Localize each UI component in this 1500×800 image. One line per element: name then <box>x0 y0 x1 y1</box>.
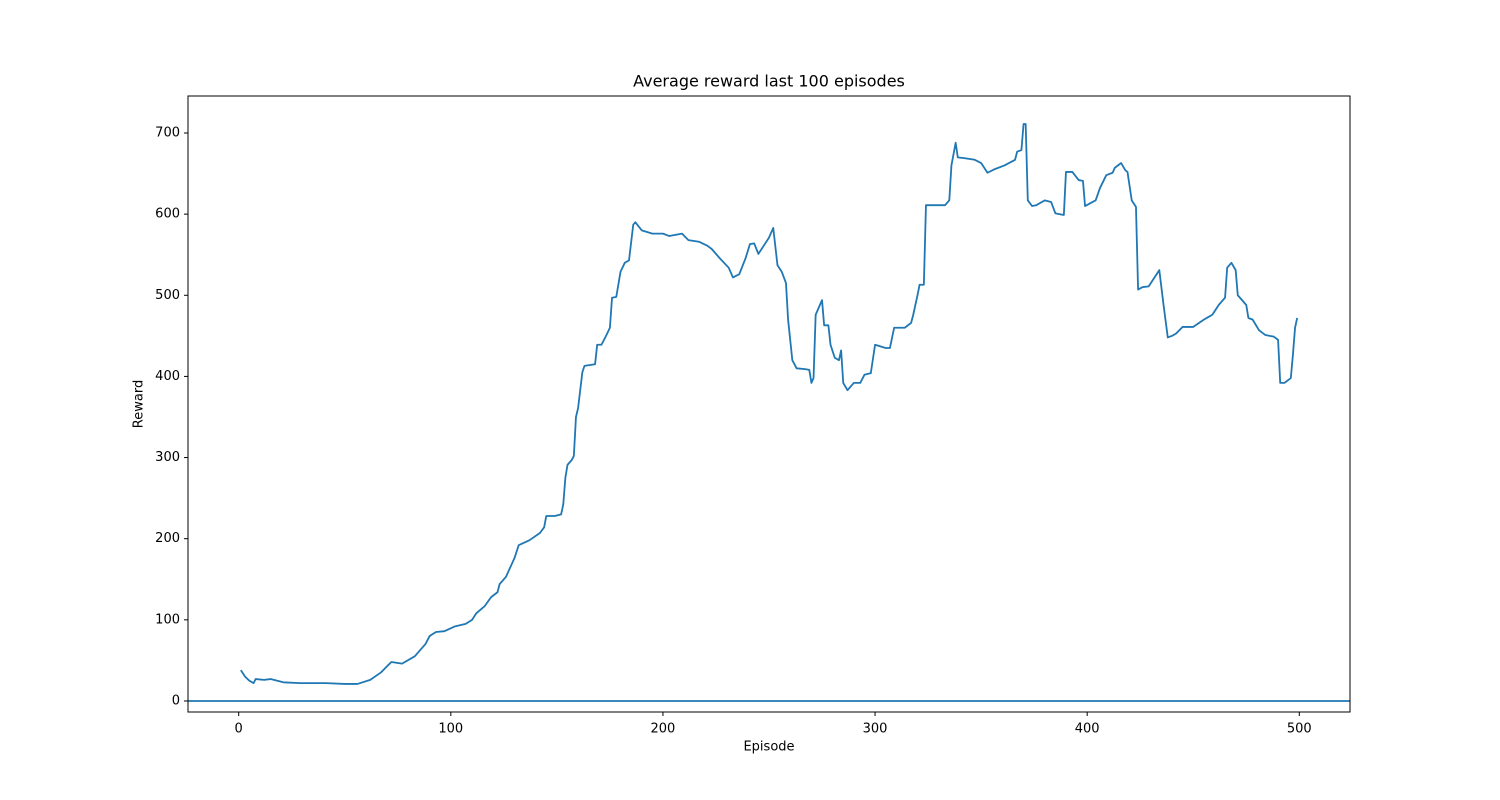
x-tick-label: 300 <box>863 722 888 737</box>
plot-frame <box>187 95 1351 713</box>
chart-title: Average reward last 100 episodes <box>633 72 905 91</box>
line-series <box>240 123 1299 685</box>
y-tick-label: 600 <box>155 207 180 222</box>
x-tick-label: 400 <box>1075 722 1100 737</box>
x-tick-label: 100 <box>438 722 463 737</box>
y-tick-label: 700 <box>155 125 180 140</box>
y-tick-label: 100 <box>155 612 180 627</box>
y-tick-label: 500 <box>155 288 180 303</box>
x-axis-label: Episode <box>743 740 794 755</box>
y-tick-label: 300 <box>155 450 180 465</box>
y-tick-label: 400 <box>155 369 180 384</box>
y-axis-label: Reward <box>132 380 147 428</box>
y-tick-label: 200 <box>155 531 180 546</box>
x-tick-label: 500 <box>1287 722 1312 737</box>
x-tick-label: 0 <box>235 722 243 737</box>
y-tick-label: 0 <box>172 693 180 708</box>
x-tick-label: 200 <box>651 722 676 737</box>
